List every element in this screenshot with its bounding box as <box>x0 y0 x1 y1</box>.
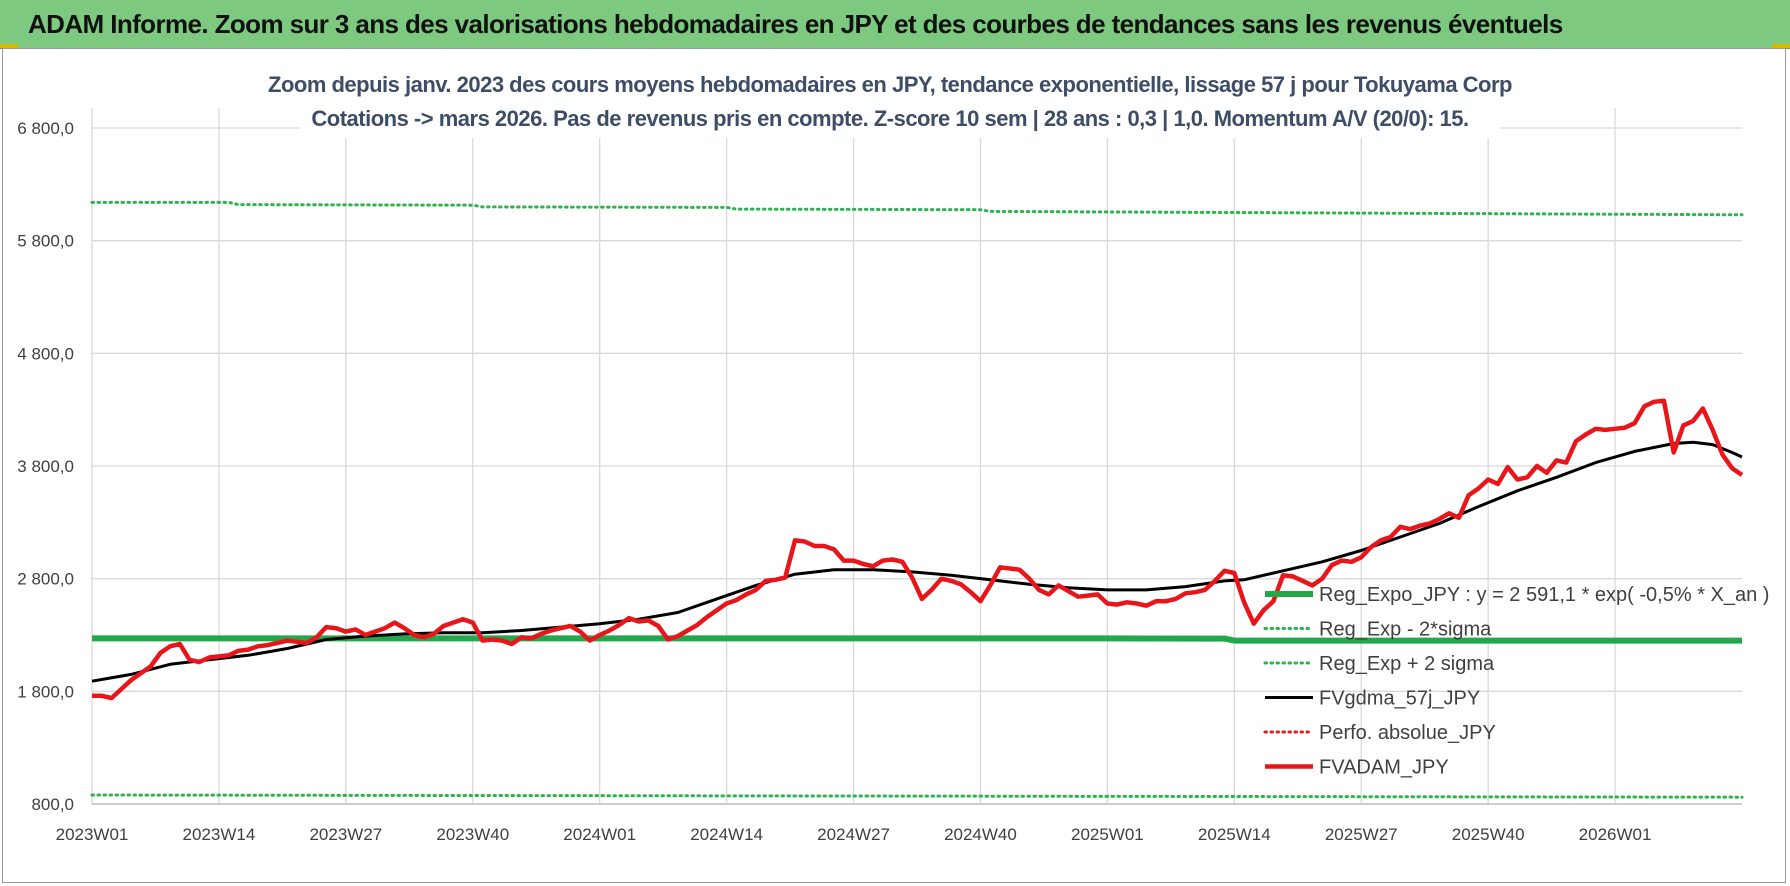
legend-label-2: Reg_Exp + 2 sigma <box>1319 653 1495 675</box>
legend-label-0: Reg_Expo_JPY : y = 2 591,1 * exp( -0,5% … <box>1319 584 1769 606</box>
y-tick-label: 3 800,0 <box>17 457 74 476</box>
chart-title: Zoom depuis janv. 2023 des cours moyens … <box>268 72 1513 97</box>
y-tick-label: 5 800,0 <box>17 232 74 251</box>
x-tick-label: 2023W01 <box>56 825 129 844</box>
y-tick-label: 2 800,0 <box>17 570 74 589</box>
chart-title-backdrop <box>300 68 1500 138</box>
x-tick-label: 2024W40 <box>944 825 1017 844</box>
series-line-5 <box>92 398 1744 701</box>
x-tick-label: 2025W01 <box>1071 825 1144 844</box>
legend-label-1: Reg_Exp - 2*sigma <box>1319 619 1492 641</box>
y-tick-label: 6 800,0 <box>17 119 74 138</box>
y-tick-label: 800,0 <box>31 795 74 814</box>
x-tick-label: 2025W40 <box>1452 825 1525 844</box>
y-tick-label: 1 800,0 <box>17 682 74 701</box>
frame-corner-left <box>0 44 18 48</box>
frame-corner-right <box>1772 44 1790 48</box>
x-tick-label: 2023W27 <box>309 825 382 844</box>
series-line-1 <box>90 793 1744 799</box>
report-banner: ADAM Informe. Zoom sur 3 ans des valoris… <box>0 0 1790 49</box>
y-tick-label: 4 800,0 <box>17 344 74 363</box>
series-line-0 <box>92 635 1742 644</box>
x-tick-label: 2023W40 <box>436 825 509 844</box>
report-title: ADAM Informe. Zoom sur 3 ans des valoris… <box>28 9 1563 39</box>
x-tick-label: 2023W14 <box>183 825 256 844</box>
x-tick-label: 2024W14 <box>690 825 763 844</box>
series-line-2 <box>90 200 1744 217</box>
x-tick-label: 2024W27 <box>817 825 890 844</box>
chart-subtitle: Cotations -> mars 2026. Pas de revenus p… <box>311 106 1469 131</box>
x-tick-label: 2024W01 <box>563 825 636 844</box>
series-line-3 <box>91 440 1743 683</box>
x-tick-label: 2025W14 <box>1198 825 1271 844</box>
chart-frame <box>2 48 1786 883</box>
legend-label-5: FVADAM_JPY <box>1319 757 1449 779</box>
x-tick-label: 2026W01 <box>1579 825 1652 844</box>
x-tick-label: 2025W27 <box>1325 825 1398 844</box>
legend-label-4: Perfo. absolue_JPY <box>1319 722 1496 744</box>
legend-label-3: FVgdma_57j_JPY <box>1319 688 1480 710</box>
